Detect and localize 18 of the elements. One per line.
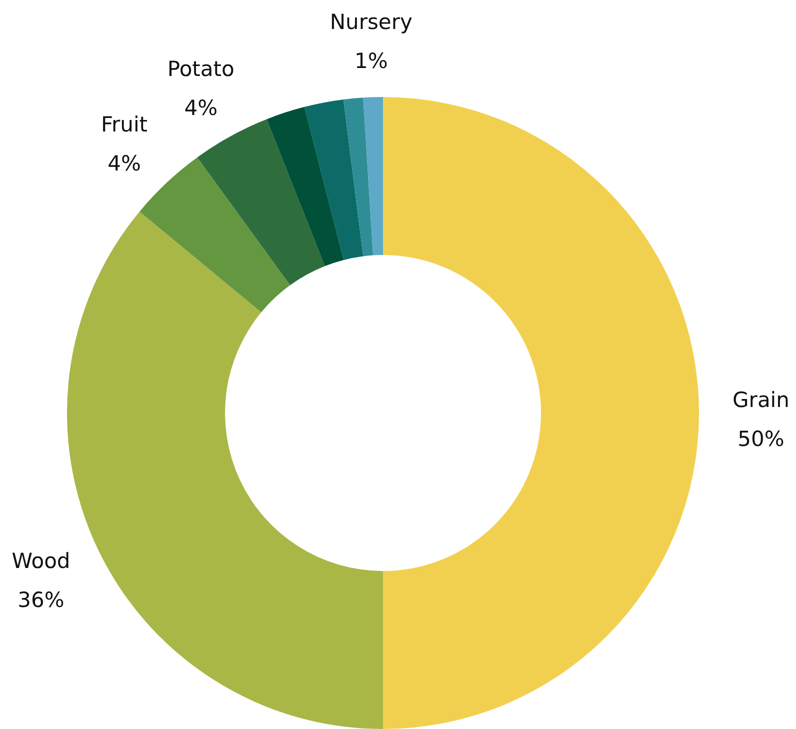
donut-slice xyxy=(266,106,344,266)
data-label: 4% xyxy=(108,151,141,176)
data-label: 50% xyxy=(738,427,784,451)
slice-label: Potato xyxy=(167,56,234,81)
slice-label: Wood xyxy=(12,548,70,573)
donut-slice xyxy=(343,98,374,256)
data-label: 1% xyxy=(354,49,388,74)
donut-slice xyxy=(140,157,290,312)
donut-slice xyxy=(197,119,325,286)
data-label: 36% xyxy=(18,588,64,612)
slice-label: Nursery xyxy=(330,10,412,34)
donut-slice xyxy=(68,212,383,729)
slice-label: Grain xyxy=(732,388,790,412)
donut-slice xyxy=(363,97,383,256)
slice-label: Fruit xyxy=(100,112,148,136)
donut-slice xyxy=(304,99,364,260)
data-label: 4% xyxy=(184,96,218,120)
donut-slice xyxy=(383,97,698,729)
